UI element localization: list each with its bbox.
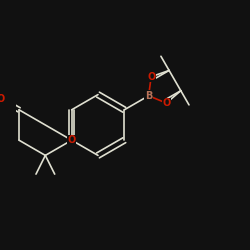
Text: B: B	[145, 91, 152, 101]
Text: O: O	[162, 98, 170, 108]
Text: O: O	[147, 72, 155, 82]
Text: O: O	[0, 94, 5, 104]
Text: O: O	[68, 135, 76, 145]
